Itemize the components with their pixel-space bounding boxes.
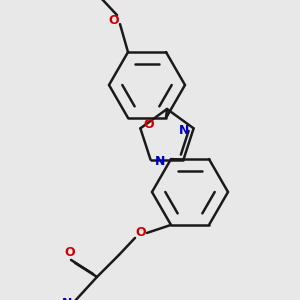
Text: O: O — [109, 14, 119, 27]
Text: N: N — [62, 297, 72, 300]
Text: N: N — [178, 124, 189, 137]
Text: O: O — [136, 226, 146, 239]
Text: O: O — [143, 118, 154, 131]
Text: N: N — [155, 155, 166, 168]
Text: O: O — [65, 246, 75, 260]
